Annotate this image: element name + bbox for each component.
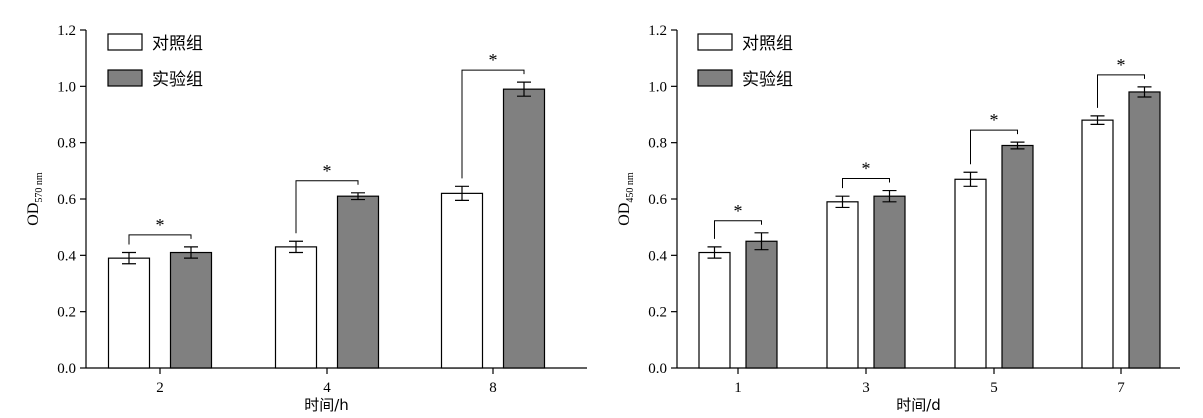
- legend-label-experiment: 实验组: [742, 70, 793, 90]
- bar-control: [698, 251, 731, 369]
- error-bar-experiment: [184, 246, 198, 259]
- significance-star: *: [323, 161, 332, 181]
- y-axis-label-subscript: 450 nm: [625, 172, 636, 203]
- significance-bracket: [461, 69, 525, 179]
- bar-experiment: [1001, 144, 1034, 369]
- x-tick-label: 2: [156, 380, 164, 396]
- significance-bracket: [970, 129, 1018, 165]
- y-tick-label: 1.0: [57, 79, 76, 95]
- y-tick-label: 0.8: [648, 136, 667, 152]
- x-tick-label: 1: [734, 380, 742, 396]
- x-tick-label: 5: [990, 380, 998, 396]
- legend-swatch-experiment: [697, 69, 733, 87]
- legend-swatch-experiment: [107, 69, 143, 87]
- bar-control: [954, 178, 987, 369]
- bar-control: [826, 201, 859, 369]
- bar-experiment: [502, 88, 546, 369]
- y-tick-label: 0.0: [648, 361, 667, 377]
- legend-swatch-control: [107, 33, 143, 51]
- significance-star: *: [734, 201, 743, 221]
- significance-star: *: [990, 110, 999, 130]
- y-tick-label: 0.8: [57, 136, 76, 152]
- legend-label-experiment: 实验组: [152, 70, 203, 90]
- y-axis-label: OD570 nm: [25, 172, 45, 226]
- y-tick-label: 1.2: [57, 23, 76, 39]
- bar-control: [274, 246, 318, 369]
- error-bar-experiment: [351, 192, 365, 201]
- x-axis-label: 时间/d: [896, 396, 941, 414]
- significance-star: *: [156, 215, 165, 235]
- chart-2: 0.0 0.2 0.4 0.6 0.8 1.0 1.2 OD450 nm 时间/d 1 * 3 * 5 * 7…: [616, 23, 1180, 414]
- legend-label-control: 对照组: [742, 34, 793, 54]
- y-tick-label: 0.6: [648, 192, 667, 208]
- error-bar-control: [1090, 115, 1105, 125]
- y-tick-label: 0.4: [57, 248, 76, 264]
- y-axis-label-main: OD: [616, 203, 633, 226]
- bar-control: [1081, 119, 1114, 369]
- x-axis-label: 时间/h: [304, 396, 349, 414]
- error-bar-experiment: [1137, 86, 1152, 98]
- bar-experiment: [1128, 91, 1161, 369]
- error-bar-experiment: [1010, 141, 1025, 150]
- bar-experiment: [169, 251, 213, 369]
- significance-star: *: [862, 159, 871, 179]
- error-bar-experiment: [517, 81, 531, 97]
- error-bar-control: [963, 171, 978, 187]
- y-tick-label: 1.2: [648, 23, 667, 39]
- legend-label-control: 对照组: [152, 34, 203, 54]
- y-axis-label-main: OD: [25, 203, 42, 226]
- y-tick-label: 0.2: [57, 305, 76, 321]
- error-bar-control: [289, 240, 303, 254]
- significance-star: *: [1117, 55, 1126, 75]
- x-tick-label: 4: [323, 380, 331, 396]
- error-bar-experiment: [754, 232, 769, 251]
- significance-bracket: [1097, 74, 1145, 108]
- y-tick-label: 0.0: [57, 361, 76, 377]
- y-tick-label: 0.2: [648, 305, 667, 321]
- error-bar-control: [707, 246, 722, 259]
- legend-swatch-control: [697, 33, 733, 51]
- error-bar-control: [835, 195, 850, 209]
- y-tick-label: 1.0: [648, 79, 667, 95]
- y-tick-label: 0.4: [648, 248, 667, 264]
- significance-star: *: [489, 50, 498, 70]
- significance-bracket: [295, 180, 359, 234]
- y-tick-label: 0.6: [57, 192, 76, 208]
- error-bar-control: [455, 185, 469, 202]
- error-bar-control: [122, 251, 136, 265]
- bar-experiment: [873, 195, 906, 369]
- error-bar-experiment: [882, 189, 897, 203]
- x-tick-label: 3: [862, 380, 870, 396]
- y-axis-label-subscript: 570 nm: [34, 172, 45, 203]
- significance-bracket: [714, 220, 762, 239]
- x-tick-label: 7: [1117, 380, 1125, 396]
- significance-bracket: [842, 178, 890, 189]
- x-tick-label: 8: [489, 380, 497, 396]
- chart-1: 0.0 0.2 0.4 0.6 0.8 1.0 1.2 OD570 nm 时间/h 2 * 4 * 8 * 对…: [25, 23, 587, 414]
- significance-bracket: [128, 234, 192, 245]
- bar-control: [440, 192, 484, 369]
- bar-experiment: [336, 195, 380, 369]
- y-axis-label: OD450 nm: [616, 172, 636, 226]
- bar-experiment: [745, 240, 778, 369]
- bar-control: [107, 257, 151, 369]
